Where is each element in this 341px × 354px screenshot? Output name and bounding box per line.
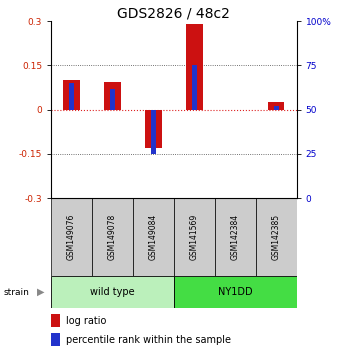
- Text: GSM141569: GSM141569: [190, 214, 199, 260]
- Text: GSM149076: GSM149076: [67, 214, 76, 261]
- Bar: [51, 314, 60, 327]
- Text: GSM142385: GSM142385: [272, 214, 281, 260]
- Bar: [63, 80, 80, 110]
- Bar: [110, 88, 115, 110]
- Bar: [268, 102, 284, 110]
- Text: GSM149084: GSM149084: [149, 214, 158, 260]
- Text: strain: strain: [3, 287, 29, 297]
- Bar: [274, 106, 279, 110]
- Bar: [192, 65, 197, 110]
- Text: NY1DD: NY1DD: [218, 287, 253, 297]
- Title: GDS2826 / 48c2: GDS2826 / 48c2: [117, 6, 231, 20]
- Bar: [51, 276, 174, 308]
- Text: log ratio: log ratio: [66, 316, 107, 326]
- Bar: [133, 198, 174, 276]
- Text: GSM142384: GSM142384: [231, 214, 240, 260]
- Bar: [174, 198, 215, 276]
- Bar: [215, 198, 256, 276]
- Text: wild type: wild type: [90, 287, 135, 297]
- Bar: [186, 24, 203, 110]
- Bar: [104, 82, 121, 110]
- Bar: [51, 198, 92, 276]
- Bar: [145, 110, 162, 148]
- Text: ▶: ▶: [37, 287, 44, 297]
- Bar: [256, 198, 297, 276]
- Bar: [51, 333, 60, 346]
- Bar: [92, 198, 133, 276]
- Text: percentile rank within the sample: percentile rank within the sample: [66, 335, 232, 345]
- Bar: [69, 83, 74, 110]
- Text: GSM149078: GSM149078: [108, 214, 117, 260]
- Bar: [174, 276, 297, 308]
- Bar: [151, 110, 156, 154]
